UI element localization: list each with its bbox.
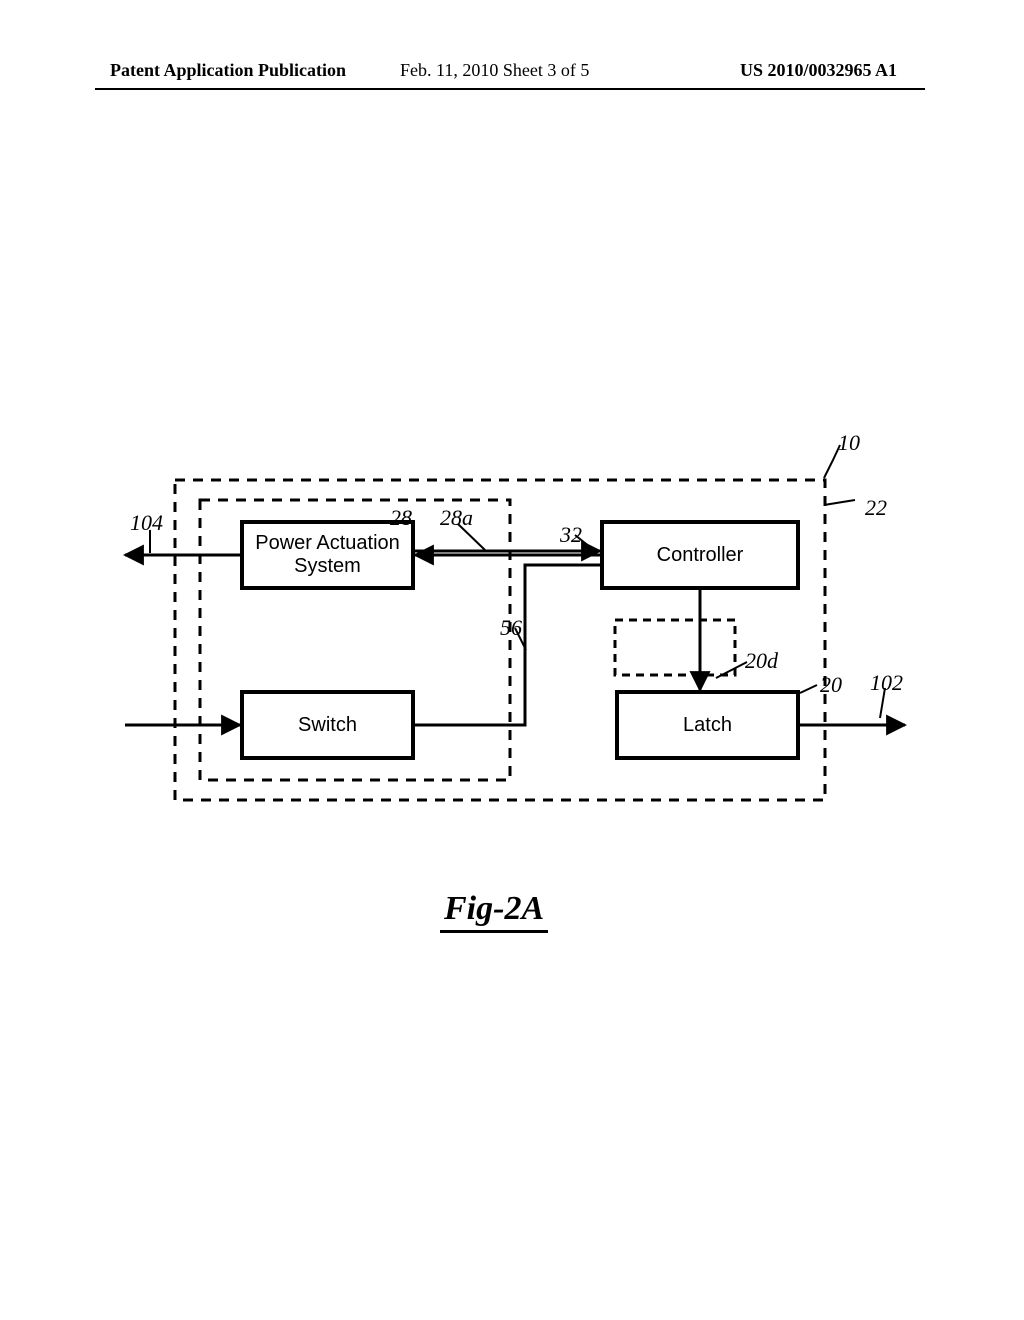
ref-102: 102 [870, 670, 903, 696]
ref-20: 20 [820, 672, 842, 698]
ref-20d: 20d [745, 648, 778, 674]
ref-28: 28 [390, 505, 412, 531]
ref-10: 10 [838, 430, 860, 456]
power-block: Power Actuation System [240, 520, 415, 590]
controller-block: Controller [600, 520, 800, 590]
ref-28a: 28a [440, 505, 473, 531]
ref-32: 32 [560, 522, 582, 548]
latch-block: Latch [615, 690, 800, 760]
ref-104: 104 [130, 510, 163, 536]
diagram-canvas [0, 0, 1024, 1320]
ref-22: 22 [865, 495, 887, 521]
ref-56: 56 [500, 615, 522, 641]
switch-block: Switch [240, 690, 415, 760]
figure-caption: Fig-2A [440, 890, 548, 933]
